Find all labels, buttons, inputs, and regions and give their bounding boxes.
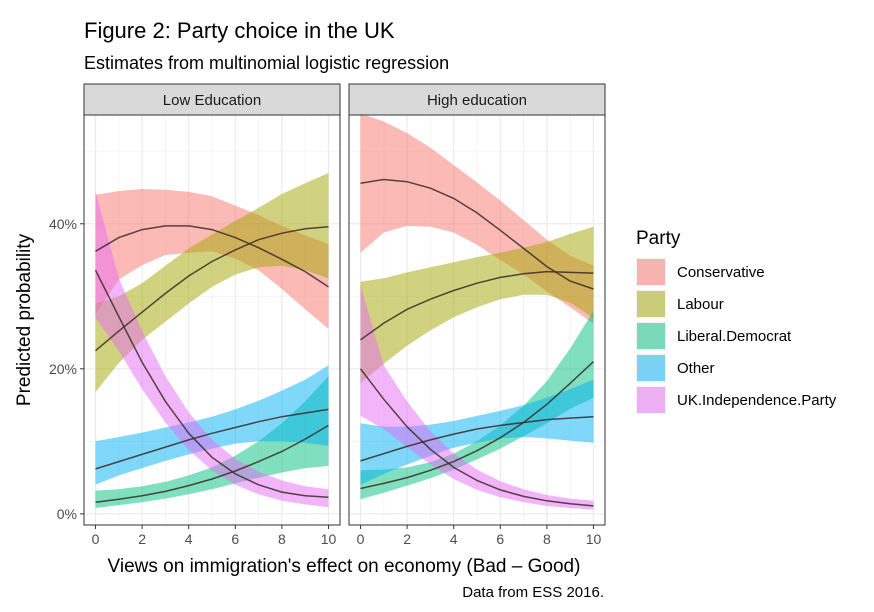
ribbon-ukip <box>95 191 329 508</box>
legend-swatch-con <box>637 259 665 285</box>
y-tick-label: 40% <box>49 216 77 232</box>
facet-strip-label: Low Education <box>163 92 261 109</box>
x-tick-label: 0 <box>357 531 365 547</box>
x-tick-label: 10 <box>321 531 337 547</box>
x-tick-label: 8 <box>278 531 286 547</box>
x-axis: 0 2 4 6 8 10 <box>357 525 602 547</box>
ribbon-lab <box>360 226 594 384</box>
y-tick-label: 20% <box>49 361 77 377</box>
y-axis: 0% 20% 40% <box>49 216 84 522</box>
ribbon-ukip <box>360 285 594 510</box>
x-tick-label: 6 <box>231 531 239 547</box>
legend-title: Party <box>636 228 681 249</box>
legend-swatch-oth <box>637 355 665 381</box>
x-tick-label: 4 <box>450 531 458 547</box>
legend-item: Labour <box>636 290 724 318</box>
line-lab <box>360 270 594 341</box>
legend-item: Liberal.Democrat <box>636 322 792 350</box>
y-axis-title: Predicted probability <box>14 233 35 406</box>
legend-item: Other <box>636 354 715 382</box>
legend-swatch-lab <box>637 291 665 317</box>
line-lib <box>360 361 595 490</box>
legend-item: Conservative <box>636 258 765 286</box>
x-tick-label: 2 <box>138 531 146 547</box>
legend-label: UK.Independence.Party <box>677 392 837 409</box>
legend-swatch-lib <box>637 323 665 349</box>
line-lib <box>95 424 329 503</box>
x-tick-label: 0 <box>92 531 100 547</box>
legend-item: UK.Independence.Party <box>636 386 837 414</box>
line-con <box>95 225 329 288</box>
x-tick-label: 6 <box>496 531 504 547</box>
ribbon-oth <box>95 365 329 485</box>
ribbon-lab <box>95 173 329 392</box>
facet-panel: Low Education 0 2 4 6 8 10 <box>83 83 341 547</box>
line-oth <box>95 408 329 470</box>
x-tick-label: 2 <box>403 531 411 547</box>
x-tick-label: 8 <box>543 531 551 547</box>
x-tick-label: 4 <box>185 531 193 547</box>
legend-label: Other <box>677 360 715 377</box>
line-oth <box>360 415 594 462</box>
x-axis-title: Views on immigration's effect on economy… <box>108 556 581 577</box>
facet-strip <box>348 83 606 116</box>
legend: Party Conservative Labour Liberal.Democrat… <box>636 228 837 414</box>
facet-strip-label: High education <box>427 92 527 109</box>
chart-caption: Data from ESS 2016. <box>462 584 604 601</box>
ribbon-lib <box>95 376 329 508</box>
facet-panels: Low Education 0 2 4 6 8 10 High education 0 2 4 6 8 1… <box>83 83 606 547</box>
chart-title: Figure 2: Party choice in the UK <box>84 18 395 43</box>
legend-label: Labour <box>677 296 724 313</box>
legend-label: Conservative <box>677 264 765 281</box>
ribbon-oth <box>360 379 594 485</box>
x-axis: 0 2 4 6 8 10 <box>92 525 337 547</box>
chart-subtitle: Estimates from multinomial logistic regr… <box>84 53 449 73</box>
line-ukip <box>359 368 594 507</box>
legend-label: Liberal.Democrat <box>677 328 792 345</box>
line-ukip <box>94 269 329 498</box>
x-tick-label: 10 <box>586 531 602 547</box>
line-lab <box>95 225 329 352</box>
legend-swatch-ukip <box>637 387 665 413</box>
panel-border <box>83 114 341 526</box>
facet-strip <box>83 83 341 116</box>
panel-border <box>348 114 606 526</box>
y-tick-label: 0% <box>57 506 77 522</box>
facet-panel: High education 0 2 4 6 8 10 <box>348 83 606 547</box>
